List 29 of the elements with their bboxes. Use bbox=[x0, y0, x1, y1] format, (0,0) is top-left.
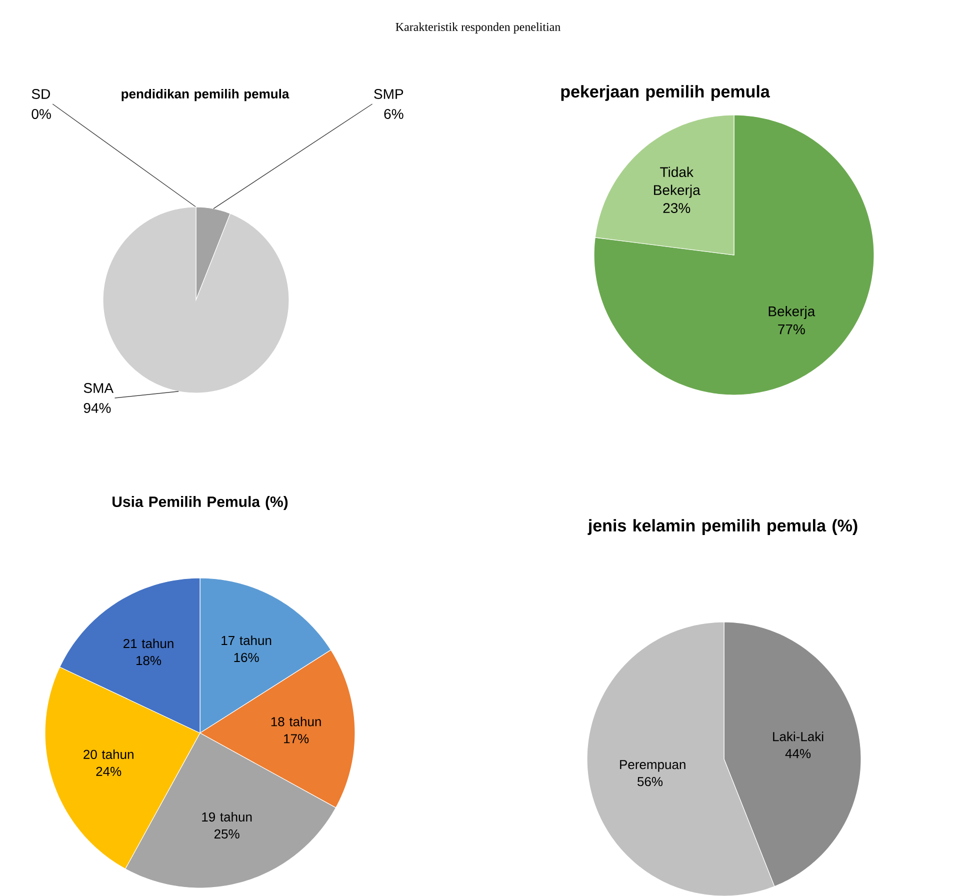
data-label: 18% bbox=[136, 656, 162, 666]
text: 0% bbox=[32, 108, 51, 119]
slice-label: 18 tahun bbox=[271, 716, 321, 726]
chart-title: jenis kelamin pemilih pemula (%) bbox=[588, 518, 858, 535]
data-label: 6% bbox=[384, 108, 404, 119]
slice-label: SMP bbox=[374, 88, 404, 99]
data-label: 17% bbox=[284, 734, 309, 744]
data-label: 23% bbox=[663, 202, 690, 213]
slice-label: 21 tahun bbox=[124, 638, 174, 648]
text: Karakteristik responden penelitian bbox=[396, 22, 560, 34]
chart-title: pendidikan pemilih pemula bbox=[122, 88, 290, 101]
slice-label: Perempuan bbox=[620, 760, 686, 772]
data-label: 56% bbox=[638, 776, 663, 786]
slice-label: SMA bbox=[84, 382, 114, 393]
chart-title: Usia Pemilih Pemula (%) bbox=[112, 496, 288, 510]
slice-label: Bekerja bbox=[768, 306, 816, 319]
data-label: 24% bbox=[96, 766, 122, 776]
chart-title: pekerjaan pemilih pemula bbox=[561, 84, 770, 101]
slice-label: Laki-Laki bbox=[773, 732, 824, 742]
category-label: SD bbox=[32, 88, 50, 99]
slice-label: Tidak Bekerja bbox=[654, 166, 700, 198]
data-label: 77% bbox=[778, 324, 805, 334]
data-label: 94% bbox=[84, 402, 111, 413]
data-label: 25% bbox=[214, 829, 240, 838]
data-label: 16% bbox=[234, 652, 259, 662]
slice-label: 20 tahun bbox=[84, 749, 134, 759]
slice-label: 17 tahun bbox=[222, 635, 272, 645]
slice-label: 19 tahun bbox=[202, 812, 252, 822]
data-label: 44% bbox=[785, 748, 811, 758]
